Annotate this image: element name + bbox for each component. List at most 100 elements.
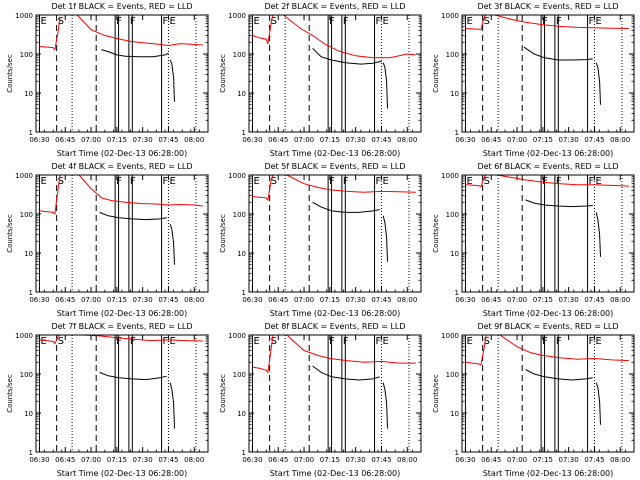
x-tick-label: 07:00 xyxy=(507,136,527,144)
panel-title: Det 7f BLACK = Events, RED = LLD xyxy=(51,322,192,331)
plot-frame xyxy=(461,334,635,453)
events-series-line xyxy=(525,199,593,208)
events-series-line xyxy=(312,365,380,381)
lld-series-line xyxy=(252,334,274,374)
event-marker-label: F xyxy=(556,16,562,27)
x-tick-label: 07:45 xyxy=(584,296,604,304)
events-series-line xyxy=(595,382,601,425)
y-tick-label: 1000 xyxy=(441,332,459,340)
panel-title: Det 4f BLACK = Events, RED = LLD xyxy=(51,162,192,171)
events-series-line xyxy=(99,371,167,381)
x-axis-label: Start Time (02-Dec-13 06:28:00) xyxy=(483,149,614,158)
x-tick-label: 06:45 xyxy=(55,456,75,464)
y-tick-label: 1000 xyxy=(228,172,246,180)
x-tick-label: 06:45 xyxy=(481,456,501,464)
lld-series-line xyxy=(78,174,203,207)
event-marker-label: E xyxy=(169,176,175,187)
event-marker-label: F xyxy=(542,336,548,347)
lld-series-line xyxy=(39,334,61,345)
x-tick-label: 07:15 xyxy=(107,296,127,304)
y-tick-label: 1000 xyxy=(15,332,33,340)
x-tick-label: 07:00 xyxy=(507,456,527,464)
lld-series-line xyxy=(286,174,416,193)
lld-series-line xyxy=(252,14,274,45)
y-tick-label: 10 xyxy=(237,410,246,418)
detector-panel: Det 3f BLACK = Events, RED = LLD Counts/s… xyxy=(426,0,639,160)
x-tick-label: 08:00 xyxy=(397,296,417,304)
panel-chart: Det 4f BLACK = Events, RED = LLD Counts/s… xyxy=(6,162,209,318)
plot-frame xyxy=(35,334,209,453)
plot-frame xyxy=(248,334,422,453)
lld-series-line xyxy=(494,14,629,29)
event-marker-label: F xyxy=(343,16,349,27)
event-marker-label: E xyxy=(382,336,388,347)
y-tick-label: 1 xyxy=(29,129,33,137)
events-series-line xyxy=(99,211,167,221)
x-tick-label: 07:00 xyxy=(294,296,314,304)
x-tick-label: 07:45 xyxy=(371,296,391,304)
lld-series-line xyxy=(39,174,61,216)
event-marker-label: E xyxy=(595,16,601,27)
event-marker-label: E xyxy=(466,176,472,187)
x-tick-label: 07:45 xyxy=(158,456,178,464)
detector-panel: Det 6f BLACK = Events, RED = LLD Counts/s… xyxy=(426,160,639,320)
y-tick-label: 1 xyxy=(242,129,246,137)
y-tick-label: 1000 xyxy=(441,172,459,180)
y-tick-label: 100 xyxy=(446,371,459,379)
y-tick-label: 10 xyxy=(450,410,459,418)
y-tick-label: 100 xyxy=(233,51,246,59)
panel-chart: Det 1f BLACK = Events, RED = LLD Counts/s… xyxy=(6,2,209,158)
y-tick-label: 1000 xyxy=(15,172,33,180)
x-tick-label: 07:15 xyxy=(320,296,340,304)
x-tick-label: 07:30 xyxy=(346,456,366,464)
plot-frame xyxy=(248,174,422,293)
y-tick-label: 1 xyxy=(455,289,459,297)
event-marker-label: S xyxy=(484,176,490,187)
x-tick-label: 07:30 xyxy=(133,296,153,304)
y-axis-label: Counts/sec xyxy=(432,54,440,93)
x-tick-label: 06:45 xyxy=(481,296,501,304)
event-marker-label: S xyxy=(271,336,277,347)
x-tick-label: 07:00 xyxy=(294,456,314,464)
x-axis-label: Start Time (02-Dec-13 06:28:00) xyxy=(270,149,401,158)
detector-panel: Det 4f BLACK = Events, RED = LLD Counts/s… xyxy=(0,160,213,320)
event-marker-label: E xyxy=(382,176,388,187)
x-tick-label: 06:30 xyxy=(242,136,262,144)
x-tick-label: 07:00 xyxy=(81,456,101,464)
event-marker-label: E xyxy=(253,16,259,27)
y-tick-label: 100 xyxy=(20,211,33,219)
event-marker-label: E xyxy=(466,16,472,27)
plot-frame xyxy=(248,14,422,133)
events-series-line xyxy=(523,46,593,61)
y-tick-label: 100 xyxy=(233,211,246,219)
y-axis-label: Counts/sec xyxy=(6,54,14,93)
lld-series-line xyxy=(76,14,203,47)
y-tick-label: 1 xyxy=(242,449,246,457)
x-tick-label: 06:45 xyxy=(268,456,288,464)
x-tick-label: 06:30 xyxy=(455,456,475,464)
y-tick-label: 1000 xyxy=(15,12,33,20)
x-tick-label: 07:30 xyxy=(346,136,366,144)
event-marker-label: F xyxy=(130,336,136,347)
event-marker-label: F xyxy=(163,336,169,347)
event-marker-label: F xyxy=(116,16,122,27)
y-axis-label: Counts/sec xyxy=(219,374,227,413)
x-tick-label: 07:00 xyxy=(81,296,101,304)
x-tick-label: 08:00 xyxy=(610,456,630,464)
y-tick-label: 100 xyxy=(446,51,459,59)
y-tick-label: 100 xyxy=(233,371,246,379)
lld-series-line xyxy=(499,334,629,362)
events-series-line xyxy=(169,382,175,429)
panel-chart: Det 2f BLACK = Events, RED = LLD Counts/s… xyxy=(219,2,422,158)
event-marker-label: E xyxy=(253,176,259,187)
panel-title: Det 8f BLACK = Events, RED = LLD xyxy=(264,322,405,331)
x-tick-label: 07:45 xyxy=(158,136,178,144)
event-marker-label: S xyxy=(271,176,277,187)
event-marker-label: F xyxy=(542,176,548,187)
y-tick-label: 10 xyxy=(450,90,459,98)
x-tick-label: 06:30 xyxy=(29,456,49,464)
lld-series-line xyxy=(496,174,629,187)
panel-title: Det 5f BLACK = Events, RED = LLD xyxy=(264,162,405,171)
y-tick-label: 10 xyxy=(24,90,33,98)
event-marker-label: E xyxy=(169,16,175,27)
